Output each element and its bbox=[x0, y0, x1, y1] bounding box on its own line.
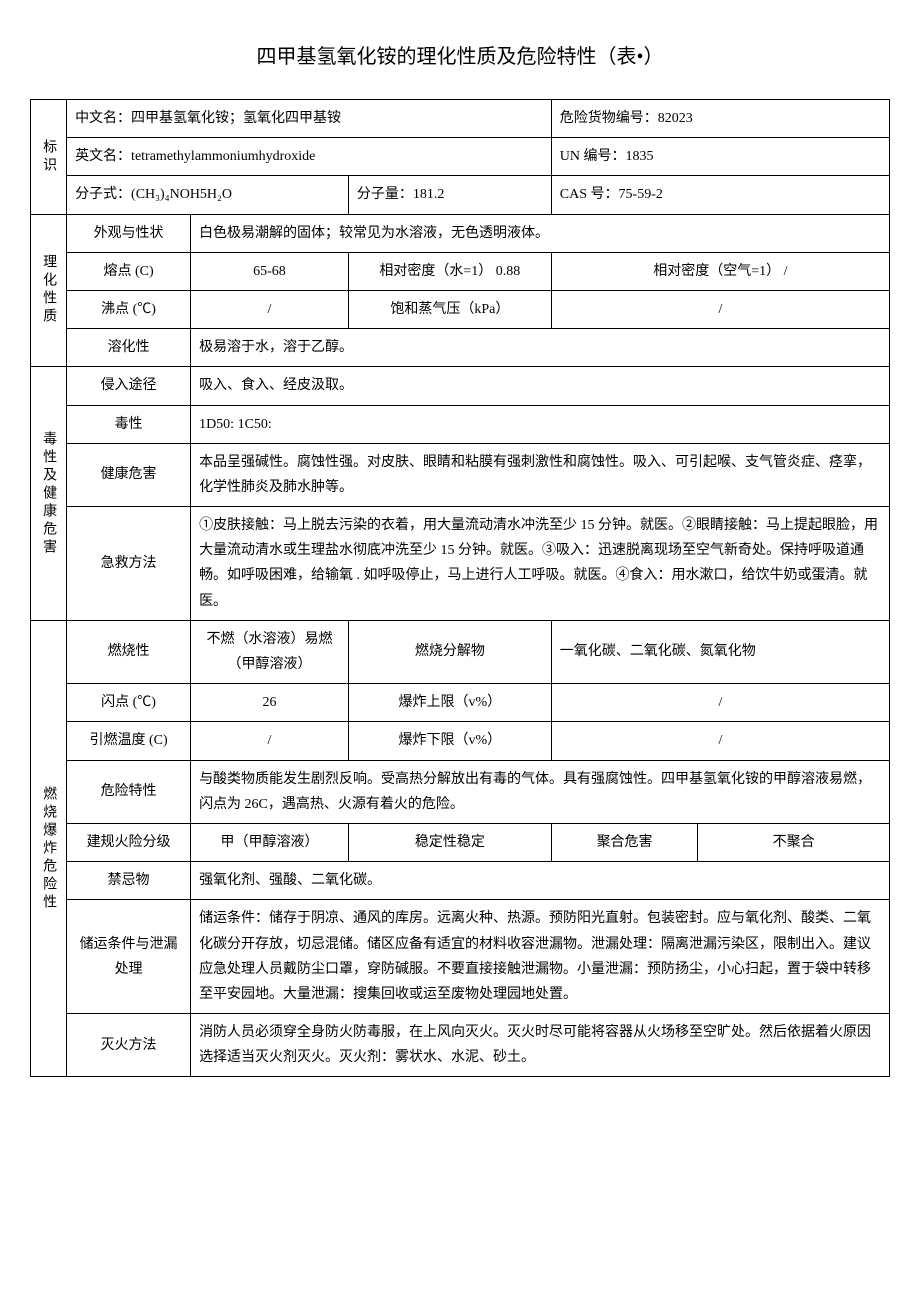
class-label: 建规火险分级 bbox=[67, 823, 191, 861]
rd-water: 相对密度（水=1） 0.88 bbox=[348, 252, 551, 290]
poly-label: 聚合危害 bbox=[551, 823, 698, 861]
hazchar-label: 危险特性 bbox=[67, 760, 191, 823]
health-value: 本品呈强碱性。腐蚀性强。对皮肤、眼睛和粘膜有强刺激性和腐蚀性。吸入、可引起喉、支… bbox=[191, 443, 890, 506]
vp-label: 饱和蒸气压（kPa） bbox=[348, 290, 551, 328]
appearance-label: 外观与性状 bbox=[67, 214, 191, 252]
bp-label: 沸点 (℃) bbox=[67, 290, 191, 328]
ait-label: 引燃温度 (C) bbox=[67, 722, 191, 760]
section-ident: 标识 bbox=[31, 100, 67, 215]
route-label: 侵入途径 bbox=[67, 367, 191, 405]
stability: 稳定性稳定 bbox=[348, 823, 551, 861]
molecular-weight: 分子量：181.2 bbox=[348, 176, 551, 214]
section-fire: 燃烧爆炸危险性 bbox=[31, 620, 67, 1077]
section-phys: 理化性质 bbox=[31, 214, 67, 367]
decomp-label: 燃烧分解物 bbox=[348, 620, 551, 683]
en-name: 英文名：tetramethylammoniumhydroxide bbox=[67, 138, 552, 176]
msds-table: 标识 中文名：四甲基氢氧化铵；氢氧化四甲基铵 危险货物编号：82023 英文名：… bbox=[30, 99, 890, 1077]
formula: 分子式：(CH₃)₄NOH5H₂O bbox=[67, 176, 349, 214]
route-value: 吸入、食入、经皮汲取。 bbox=[191, 367, 890, 405]
flash-label: 闪点 (℃) bbox=[67, 684, 191, 722]
page-title: 四甲基氢氧化铵的理化性质及危险特性（表•） bbox=[30, 40, 890, 69]
rd-air: 相对密度（空气=1） / bbox=[551, 252, 889, 290]
taboo-value: 强氧化剂、强酸、二氧化碳。 bbox=[191, 862, 890, 900]
storage-value: 储运条件：储存于阴凉、通风的库房。远离火种、热源。预防阳光直射。包装密封。应与氧… bbox=[191, 900, 890, 1014]
tox-label: 毒性 bbox=[67, 405, 191, 443]
vp-value: / bbox=[551, 290, 889, 328]
mp-value: 65-68 bbox=[191, 252, 349, 290]
flam-label: 燃烧性 bbox=[67, 620, 191, 683]
un-number: UN 编号：1835 bbox=[551, 138, 889, 176]
cas-number: CAS 号：75-59-2 bbox=[551, 176, 889, 214]
appearance-value: 白色极易潮解的固体；较常见为水溶液，无色透明液体。 bbox=[191, 214, 890, 252]
poly-value: 不聚合 bbox=[698, 823, 890, 861]
flam-value: 不燃（水溶液）易燃（甲醇溶液） bbox=[191, 620, 349, 683]
lel-value: / bbox=[551, 722, 889, 760]
sol-value: 极易溶于水，溶于乙醇。 bbox=[191, 329, 890, 367]
class-value: 甲（甲醇溶液） bbox=[191, 823, 349, 861]
taboo-label: 禁忌物 bbox=[67, 862, 191, 900]
section-toxic: 毒性及健康危害 bbox=[31, 367, 67, 621]
tox-value: 1D50: 1C50: bbox=[191, 405, 890, 443]
ext-value: 消防人员必须穿全身防火防毒服，在上风向灭火。灭火时尽可能将容器从火场移至空旷处。… bbox=[191, 1014, 890, 1077]
cn-name: 中文名：四甲基氢氧化铵；氢氧化四甲基铵 bbox=[67, 100, 552, 138]
health-label: 健康危害 bbox=[67, 443, 191, 506]
decomp-value: 一氧化碳、二氧化碳、氮氧化物 bbox=[551, 620, 889, 683]
aid-label: 急救方法 bbox=[67, 507, 191, 621]
mp-label: 熔点 (C) bbox=[67, 252, 191, 290]
storage-label: 储运条件与泄漏处理 bbox=[67, 900, 191, 1014]
bp-value: / bbox=[191, 290, 349, 328]
ext-label: 灭火方法 bbox=[67, 1014, 191, 1077]
uel-value: / bbox=[551, 684, 889, 722]
flash-value: 26 bbox=[191, 684, 349, 722]
aid-value: ①皮肤接触：马上脱去污染的衣着，用大量流动清水冲洗至少 15 分钟。就医。②眼睛… bbox=[191, 507, 890, 621]
hazchar-value: 与酸类物质能发生剧烈反响。受高热分解放出有毒的气体。具有强腐蚀性。四甲基氢氧化铵… bbox=[191, 760, 890, 823]
uel-label: 爆炸上限（v%） bbox=[348, 684, 551, 722]
lel-label: 爆炸下限（v%） bbox=[348, 722, 551, 760]
sol-label: 溶化性 bbox=[67, 329, 191, 367]
ait-value: / bbox=[191, 722, 349, 760]
hazcode: 危险货物编号：82023 bbox=[551, 100, 889, 138]
